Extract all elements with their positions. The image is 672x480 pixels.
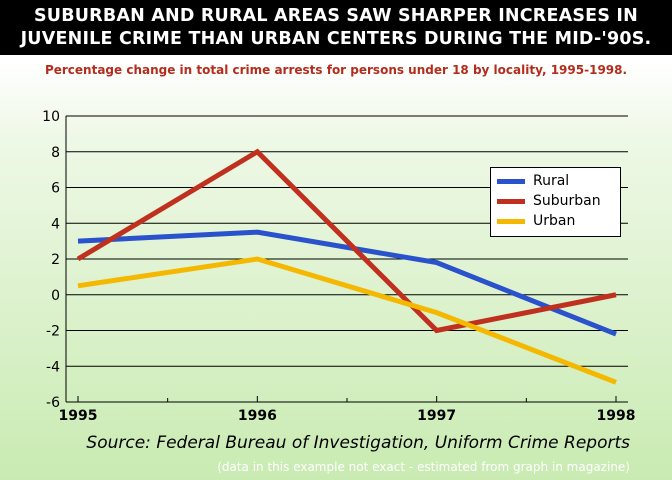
title-line-1: SUBURBAN AND RURAL AREAS SAW SHARPER INC… bbox=[34, 5, 638, 26]
legend-label-rural: Rural bbox=[533, 173, 570, 189]
legend-item-rural: Rural bbox=[497, 171, 620, 191]
legend-label-urban: Urban bbox=[533, 213, 576, 229]
y-tick-label-8: -6 bbox=[46, 395, 60, 411]
source-citation: Source: Federal Bureau of Investigation,… bbox=[86, 433, 630, 453]
legend: Rural Suburban Urban bbox=[490, 167, 621, 237]
chart-subtitle: Percentage change in total crime arrests… bbox=[44, 63, 628, 77]
series-line-urban bbox=[77, 256, 617, 385]
chart-title: SUBURBAN AND RURAL AREAS SAW SHARPER INC… bbox=[0, 0, 672, 55]
y-tick-label-1: 8 bbox=[51, 145, 60, 161]
estimate-note: (data in this example not exact - estima… bbox=[217, 460, 630, 474]
legend-item-urban: Urban bbox=[497, 211, 620, 231]
y-tick-label-2: 6 bbox=[51, 181, 60, 197]
title-line-2: JUVENILE CRIME THAN URBAN CENTERS DURING… bbox=[20, 28, 652, 49]
y-tick-label-3: 4 bbox=[51, 216, 60, 232]
legend-swatch-urban bbox=[497, 218, 525, 224]
legend-item-suburban: Suburban bbox=[497, 191, 620, 211]
y-tick-label-5: 0 bbox=[51, 288, 60, 304]
x-tick-label-1: 1996 bbox=[238, 408, 277, 424]
y-tick-label-0: 10 bbox=[42, 109, 60, 125]
x-tick-label-0: 1995 bbox=[59, 408, 98, 424]
y-tick-label-6: -2 bbox=[46, 324, 60, 340]
series-line-rural bbox=[77, 229, 617, 337]
legend-swatch-suburban bbox=[497, 198, 525, 204]
series-line-suburban bbox=[76, 148, 617, 334]
legend-swatch-rural bbox=[497, 178, 525, 184]
y-tick-label-4: 2 bbox=[51, 252, 60, 268]
x-tick-label-2: 1997 bbox=[417, 408, 456, 424]
legend-label-suburban: Suburban bbox=[533, 193, 601, 209]
x-tick-label-3: 1998 bbox=[597, 408, 636, 424]
y-tick-label-7: -4 bbox=[46, 359, 60, 375]
